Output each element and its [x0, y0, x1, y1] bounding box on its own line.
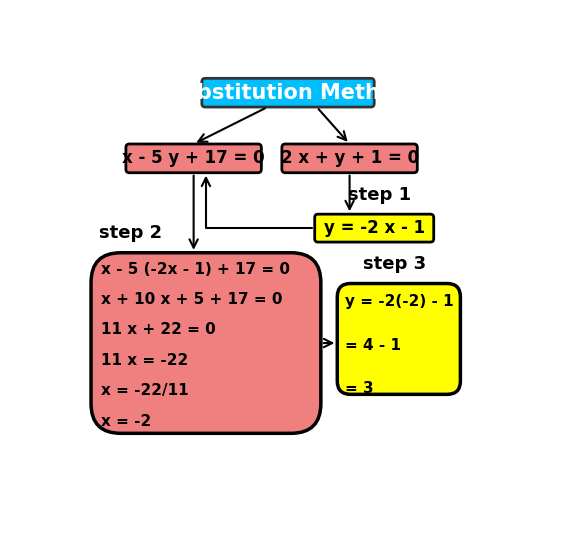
FancyBboxPatch shape: [337, 284, 460, 394]
Text: y = -2(-2) - 1: y = -2(-2) - 1: [346, 295, 454, 310]
FancyBboxPatch shape: [91, 253, 321, 433]
FancyBboxPatch shape: [126, 144, 261, 173]
FancyBboxPatch shape: [315, 214, 434, 242]
Text: step 3: step 3: [363, 255, 427, 273]
Text: x = -2: x = -2: [101, 414, 152, 429]
Text: x - 5 (-2x - 1) + 17 = 0: x - 5 (-2x - 1) + 17 = 0: [101, 262, 291, 277]
FancyBboxPatch shape: [202, 78, 374, 107]
Text: x + 10 x + 5 + 17 = 0: x + 10 x + 5 + 17 = 0: [101, 292, 283, 307]
Text: 2 x + y + 1 = 0: 2 x + y + 1 = 0: [280, 149, 419, 167]
Text: x = -22/11: x = -22/11: [101, 383, 189, 398]
Text: x - 5 y + 17 = 0: x - 5 y + 17 = 0: [123, 149, 265, 167]
Text: = 4 - 1: = 4 - 1: [346, 337, 401, 353]
Text: step 2: step 2: [99, 224, 162, 243]
Text: 11 x + 22 = 0: 11 x + 22 = 0: [101, 322, 216, 337]
Text: 11 x = -22: 11 x = -22: [101, 353, 188, 368]
Text: = 3: = 3: [346, 381, 374, 395]
Text: Substitution Method: Substitution Method: [167, 83, 409, 103]
FancyBboxPatch shape: [282, 144, 418, 173]
Text: step 1: step 1: [347, 186, 411, 204]
Text: y = -2 x - 1: y = -2 x - 1: [324, 219, 425, 237]
